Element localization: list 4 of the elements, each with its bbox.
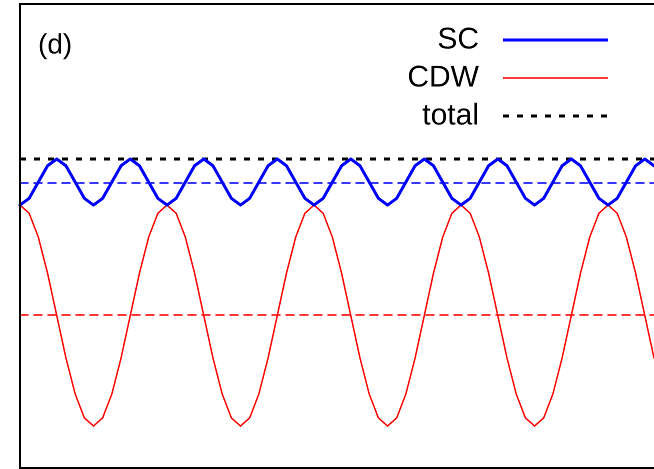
legend-label: CDW <box>407 60 480 94</box>
legend-label: total <box>422 98 479 132</box>
text: (d) <box>38 28 72 60</box>
legend-label: SC <box>437 22 479 56</box>
